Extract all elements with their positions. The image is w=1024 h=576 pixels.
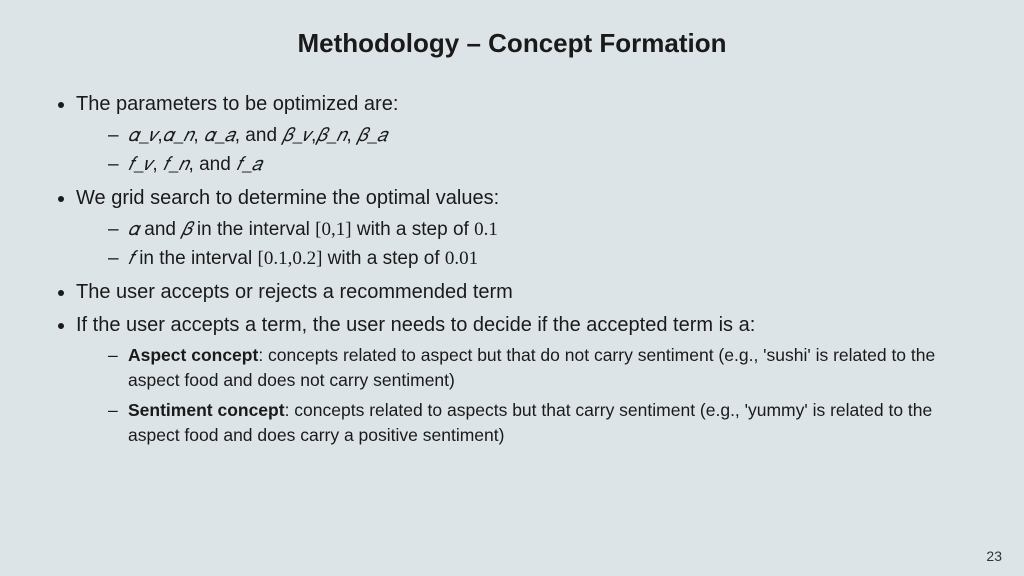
- math: 𝛼: [128, 219, 139, 240]
- slide: Methodology – Concept Formation The para…: [0, 0, 1024, 576]
- t: ,: [193, 125, 204, 146]
- math: 𝛽: [181, 219, 191, 240]
- math: [0.1,0.2]: [258, 248, 323, 269]
- sub-list: Aspect concept: concepts related to aspe…: [76, 343, 974, 447]
- t: , and: [235, 125, 283, 146]
- bullet-item: The user accepts or rejects a recommende…: [76, 277, 974, 308]
- t: with a step of: [322, 248, 445, 269]
- bullet-item: We grid search to determine the optimal …: [76, 183, 974, 273]
- page-number: 23: [986, 548, 1002, 564]
- math: 𝛽_𝑎: [357, 125, 387, 146]
- bullet-text: We grid search to determine the optimal …: [76, 187, 499, 209]
- math: 0.1: [474, 219, 498, 240]
- math: 0.01: [445, 248, 478, 269]
- term: Aspect concept: [128, 345, 258, 365]
- sub-item: 𝑓_𝑣, 𝑓_𝑛, and 𝑓_𝑎: [108, 151, 974, 180]
- math: 𝛽_𝑣: [282, 125, 311, 146]
- math: 𝛼_𝑎: [204, 125, 235, 146]
- bullet-list: The parameters to be optimized are: 𝛼_𝑣,…: [50, 89, 974, 447]
- math: 𝑓_𝑎: [236, 154, 262, 175]
- sub-item: 𝑓 in the interval [0.1,0.2] with a step …: [108, 245, 974, 274]
- term: Sentiment concept: [128, 400, 285, 420]
- sub-item: 𝛼_𝑣,𝛼_𝑛, 𝛼_𝑎, and 𝛽_𝑣,𝛽_𝑛, 𝛽_𝑎: [108, 122, 974, 151]
- math: 𝛼_𝑣: [128, 125, 157, 146]
- t: ,: [152, 154, 163, 175]
- t: ,: [346, 125, 357, 146]
- slide-title: Methodology – Concept Formation: [50, 28, 974, 59]
- t: and: [139, 219, 181, 240]
- sub-item: Sentiment concept: concepts related to a…: [108, 398, 974, 447]
- sub-list: 𝛼_𝑣,𝛼_𝑛, 𝛼_𝑎, and 𝛽_𝑣,𝛽_𝑛, 𝛽_𝑎 𝑓_𝑣, 𝑓_𝑛,…: [76, 122, 974, 179]
- bullet-text: If the user accepts a term, the user nee…: [76, 314, 755, 336]
- bullet-text: The user accepts or rejects a recommende…: [76, 281, 513, 303]
- bullet-item: If the user accepts a term, the user nee…: [76, 310, 974, 447]
- sub-item: Aspect concept: concepts related to aspe…: [108, 343, 974, 392]
- sub-item: 𝛼 and 𝛽 in the interval [0,1] with a ste…: [108, 216, 974, 245]
- t: , and: [189, 154, 237, 175]
- math: [0,1]: [315, 219, 351, 240]
- math: 𝑓_𝑣: [128, 154, 152, 175]
- bullet-text: The parameters to be optimized are:: [76, 93, 398, 115]
- math: 𝛽_𝑛: [316, 125, 346, 146]
- t: with a step of: [352, 219, 475, 240]
- math: 𝑓_𝑛: [163, 154, 189, 175]
- sub-list: 𝛼 and 𝛽 in the interval [0,1] with a ste…: [76, 216, 974, 273]
- math: 𝛼_𝑛: [163, 125, 194, 146]
- bullet-item: The parameters to be optimized are: 𝛼_𝑣,…: [76, 89, 974, 179]
- t: in the interval: [134, 248, 258, 269]
- t: in the interval: [192, 219, 316, 240]
